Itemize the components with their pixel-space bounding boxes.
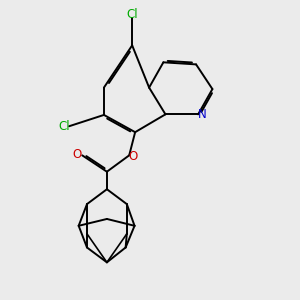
Text: N: N <box>198 108 207 121</box>
Text: Cl: Cl <box>58 120 70 133</box>
Text: O: O <box>73 148 82 161</box>
Text: Cl: Cl <box>126 8 138 21</box>
Text: O: O <box>129 150 138 163</box>
